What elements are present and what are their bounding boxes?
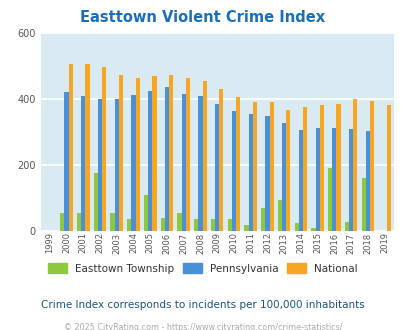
Bar xyxy=(286,110,290,231)
Bar xyxy=(294,223,298,231)
Text: © 2025 CityRating.com - https://www.cityrating.com/crime-statistics/: © 2025 CityRating.com - https://www.city… xyxy=(64,323,341,330)
Bar xyxy=(260,208,265,231)
Bar xyxy=(277,200,281,231)
Bar xyxy=(311,228,315,231)
Bar xyxy=(319,105,323,231)
Bar xyxy=(98,99,102,231)
Bar xyxy=(94,173,98,231)
Bar xyxy=(302,107,307,231)
Bar xyxy=(168,75,173,231)
Text: Easttown Violent Crime Index: Easttown Violent Crime Index xyxy=(80,10,325,25)
Bar xyxy=(252,102,256,231)
Bar xyxy=(231,111,235,231)
Bar xyxy=(219,89,223,231)
Bar xyxy=(235,97,240,231)
Bar xyxy=(365,131,369,231)
Bar xyxy=(60,213,64,231)
Bar xyxy=(64,92,68,231)
Bar xyxy=(77,213,81,231)
Bar xyxy=(181,94,185,231)
Bar xyxy=(244,225,248,231)
Bar xyxy=(160,218,164,231)
Bar xyxy=(386,105,390,231)
Bar xyxy=(269,102,273,231)
Bar xyxy=(81,96,85,231)
Bar xyxy=(185,78,190,231)
Bar xyxy=(352,99,356,231)
Bar xyxy=(135,78,139,231)
Bar xyxy=(361,178,365,231)
Bar xyxy=(344,222,348,231)
Legend: Easttown Township, Pennsylvania, National: Easttown Township, Pennsylvania, Nationa… xyxy=(48,263,357,274)
Bar xyxy=(336,104,340,231)
Bar xyxy=(215,104,219,231)
Bar xyxy=(85,64,90,231)
Bar xyxy=(144,195,148,231)
Bar xyxy=(131,95,135,231)
Bar xyxy=(331,128,336,231)
Bar xyxy=(265,116,269,231)
Bar xyxy=(114,99,119,231)
Bar xyxy=(327,168,331,231)
Bar xyxy=(198,96,202,231)
Bar xyxy=(194,219,198,231)
Bar xyxy=(164,87,168,231)
Text: Crime Index corresponds to incidents per 100,000 inhabitants: Crime Index corresponds to incidents per… xyxy=(41,300,364,310)
Bar xyxy=(211,219,215,231)
Bar xyxy=(148,91,152,231)
Bar xyxy=(152,76,156,231)
Bar xyxy=(68,64,72,231)
Bar xyxy=(315,128,319,231)
Bar xyxy=(102,67,106,231)
Bar xyxy=(177,213,181,231)
Bar xyxy=(281,123,286,231)
Bar xyxy=(119,75,123,231)
Bar xyxy=(127,219,131,231)
Bar xyxy=(110,213,114,231)
Bar xyxy=(248,114,252,231)
Bar xyxy=(227,219,231,231)
Bar xyxy=(298,130,302,231)
Bar xyxy=(202,81,206,231)
Bar xyxy=(369,101,373,231)
Bar xyxy=(348,129,352,231)
